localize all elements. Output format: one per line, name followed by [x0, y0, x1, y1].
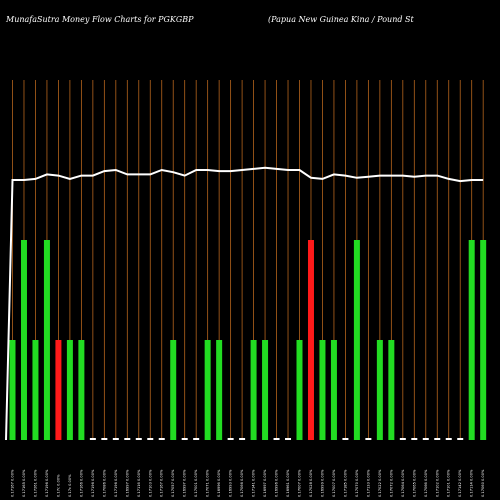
x-tick-label: 0.17167 0.00%	[11, 469, 15, 497]
money-flow-bar	[43, 240, 50, 440]
x-tick-label: 0.17101 0.00%	[447, 469, 451, 497]
money-flow-bar	[66, 340, 73, 440]
x-tick-label: 0.17165 0.00%	[22, 469, 26, 497]
x-tick-label: 0.17196 0.00%	[45, 469, 49, 497]
x-tick-label: 0.16997 0.00%	[263, 469, 267, 497]
x-tick-label: 0.16996 0.00%	[275, 469, 279, 497]
x-tick-label: 0.17114 0.00%	[470, 469, 474, 497]
money-flow-bar	[457, 438, 464, 440]
x-tick-label: 0.17c 0.00%	[68, 474, 72, 497]
money-flow-bar	[32, 340, 39, 440]
money-flow-bar	[158, 438, 165, 440]
money-flow-bar	[422, 438, 429, 440]
x-tick-label: 0.17116 0.00%	[137, 469, 141, 497]
x-tick-label: 0.17103 0.00%	[148, 469, 152, 497]
x-tick-label: 0.17185 0.00%	[343, 469, 347, 497]
chart-title: MunafaSutra Money Flow Charts for PGKGBP	[5, 15, 194, 24]
money-flow-bar	[9, 340, 16, 440]
x-tick-label: 0.16961 0.00%	[286, 469, 290, 497]
money-flow-bar	[319, 340, 326, 440]
money-flow-bar	[204, 340, 211, 440]
x-tick-label: 0.16997 0.00%	[183, 469, 187, 497]
x-tick-label: 0.17007 0.00%	[332, 469, 336, 497]
x-tick-label: 0.17196 0.00%	[114, 469, 118, 497]
money-flow-bar	[399, 438, 406, 440]
x-tick-label: 0.16997 0.00%	[125, 469, 129, 497]
money-flow-bar	[262, 340, 269, 440]
x-tick-label: 0.17060 0.00%	[481, 469, 485, 497]
x-tick-label: 0.17261 0.00%	[33, 469, 37, 497]
x-tick-label: 0.17072 0.00%	[389, 469, 393, 497]
price-line	[5, 166, 484, 441]
x-tick-label: 0.17086 0.00%	[102, 469, 106, 497]
money-flow-bar	[216, 340, 223, 440]
money-flow-bar	[55, 340, 62, 440]
money-flow-bar	[296, 340, 303, 440]
x-tick-label: 0.17064 0.00%	[401, 469, 405, 497]
money-flow-bar	[388, 340, 395, 440]
money-flow-bar	[89, 438, 96, 440]
x-tick-label: 0.17167 0.00%	[160, 469, 164, 497]
x-tick-label: 0.17065 0.00%	[412, 469, 416, 497]
x-tick-labels: 0.17167 0.00% 0.17165 0.00% 0.17261 0.00% 0…	[11, 469, 486, 497]
x-tick-label: 0.17001 0.00%	[194, 469, 198, 497]
money-flow-bar	[147, 438, 154, 440]
x-tick-label: 0.17066 0.00%	[240, 469, 244, 497]
money-flow-bar	[307, 240, 314, 440]
money-flow-bar	[170, 340, 177, 440]
money-flow-bar	[181, 438, 188, 440]
x-tick-label: 0.17066 0.00%	[424, 469, 428, 497]
money-flow-bar	[445, 438, 452, 440]
money-flow-bar	[124, 438, 131, 440]
x-tick-label: 0.17c 0.00%	[56, 474, 60, 497]
money-flow-bar	[239, 438, 246, 440]
x-tick-label: 0.17142 0.00%	[458, 469, 462, 497]
money-flow-bar	[376, 340, 383, 440]
money-flow-bar	[273, 438, 280, 440]
money-flow-bar	[135, 438, 142, 440]
x-tick-label: 0.16999 0.00%	[320, 469, 324, 497]
money-flow-bar	[78, 340, 85, 440]
x-tick-label: 0.17141 0.00%	[252, 469, 256, 497]
money-flow-bar	[285, 438, 292, 440]
money-flow-bar	[411, 438, 418, 440]
money-flow-bar	[227, 438, 234, 440]
x-tick-label: 0.17071 0.00%	[206, 469, 210, 497]
x-tick-label: 0.17102 0.00%	[435, 469, 439, 497]
money-flow-bar	[468, 240, 475, 440]
x-tick-label: 0.17070 0.00%	[355, 469, 359, 497]
x-tick-label: 0.17166 0.00%	[79, 469, 83, 497]
chart-subtitle: (Papua New Guinea Kina / Pound St	[268, 15, 414, 24]
price-line-layer	[5, 166, 484, 441]
x-tick-label: 0.17022 0.00%	[378, 469, 382, 497]
money-flow-bar	[20, 240, 27, 440]
money-flow-bar	[353, 240, 360, 440]
money-flow-bar	[342, 438, 349, 440]
x-tick-label: 0.17057 0.00%	[171, 469, 175, 497]
money-flow-bar	[101, 438, 108, 440]
money-flow-bar	[330, 340, 337, 440]
x-tick-label: 0.17007 0.00%	[298, 469, 302, 497]
x-tick-label: 0.17196 0.00%	[91, 469, 95, 497]
money-flow-bar	[434, 438, 441, 440]
money-flow-bar	[193, 438, 200, 440]
x-tick-label: 0.16993 0.00%	[229, 469, 233, 497]
money-flow-bar	[365, 438, 372, 440]
money-flow-bar	[112, 438, 119, 440]
x-tick-label: 0.17133 0.00%	[366, 469, 370, 497]
x-tick-label: 0.17028 0.00%	[309, 469, 313, 497]
money-flow-bar	[480, 240, 487, 440]
x-tick-label: 0.16996 0.00%	[217, 469, 221, 497]
money-flow-bars	[9, 240, 487, 440]
money-flow-bar	[250, 340, 257, 440]
